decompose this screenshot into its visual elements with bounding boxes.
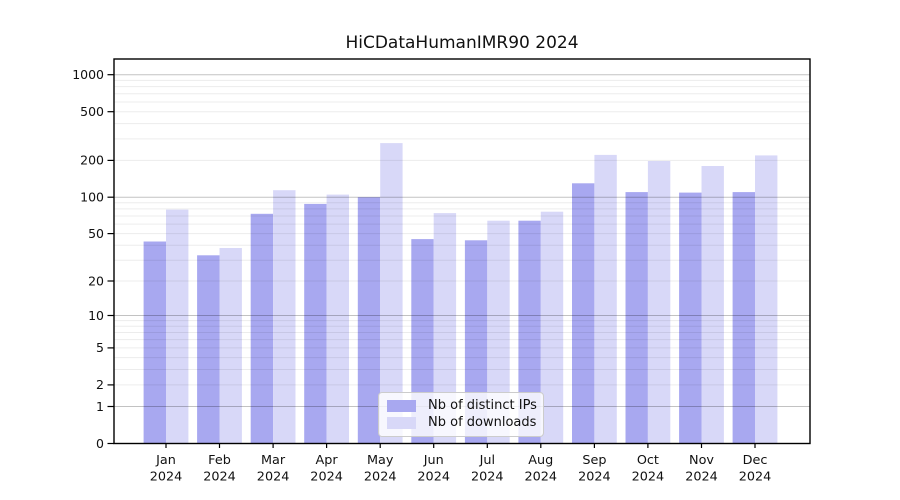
legend-swatch-downloads	[387, 417, 416, 429]
bar-nb-of-downloads-aug-2024	[540, 211, 564, 444]
bar-nb-of-downloads-feb-2024	[219, 248, 242, 444]
legend-swatch-distinct-ips	[387, 400, 416, 412]
bar-nb-of-downloads-apr-2024	[326, 194, 349, 444]
bar-nb-of-distinct-ips-apr-2024	[304, 203, 327, 444]
bar-nb-of-distinct-ips-aug-2024	[518, 220, 541, 444]
y-tick-label-1: 1	[96, 399, 104, 414]
y-tick-label-20: 20	[88, 273, 104, 288]
x-tick-label-jul-2024: Jul 2024	[471, 453, 504, 485]
bar-nb-of-distinct-ips-jan-2024	[143, 241, 166, 444]
x-tick-label-jan-2024: Jan 2024	[150, 453, 183, 485]
bar-nb-of-downloads-dec-2024	[755, 155, 778, 444]
bar-nb-of-downloads-oct-2024	[647, 161, 671, 444]
gridlines-group	[114, 74, 810, 407]
plot-border	[113, 58, 811, 445]
x-axis-group: Jan 2024 Feb 2024 Mar 2024 Apr 2024 May 2024 Jun 20…	[150, 443, 772, 485]
y-tick-label-50: 50	[88, 226, 104, 241]
bar-nb-of-downloads-may-2024	[380, 143, 403, 444]
y-tick-label-1000: 1000	[72, 67, 104, 82]
y-tick-label-500: 500	[80, 104, 104, 119]
bar-nb-of-distinct-ips-nov-2024	[679, 192, 702, 444]
chart-title: HiCDataHumanIMR90 2024	[345, 33, 579, 53]
y-tick-label-200: 200	[80, 153, 104, 168]
x-tick-label-oct-2024: Oct 2024	[632, 453, 665, 485]
x-tick-label-apr-2024: Apr 2024	[310, 453, 343, 485]
y-tick-label-10: 10	[88, 308, 104, 323]
x-tick-label-may-2024: May 2024	[364, 453, 397, 485]
legend: Nb of distinct IPs Nb of downloads	[378, 392, 544, 437]
bar-nb-of-distinct-ips-dec-2024	[732, 192, 755, 444]
legend-item-distinct-ips: Nb of distinct IPs	[387, 398, 537, 414]
legend-item-downloads: Nb of downloads	[387, 415, 537, 431]
bar-nb-of-downloads-jul-2024	[487, 220, 510, 444]
bar-nb-of-downloads-sep-2024	[594, 154, 617, 444]
x-tick-label-nov-2024: Nov 2024	[685, 453, 718, 485]
x-tick-label-dec-2024: Dec 2024	[739, 453, 772, 485]
bar-nb-of-distinct-ips-sep-2024	[572, 183, 595, 444]
bar-nb-of-downloads-mar-2024	[273, 190, 296, 444]
bar-nb-of-distinct-ips-mar-2024	[250, 213, 274, 444]
x-tick-label-feb-2024: Feb 2024	[203, 453, 236, 485]
x-tick-label-mar-2024: Mar 2024	[257, 453, 290, 485]
legend-label-downloads: Nb of downloads	[428, 415, 537, 430]
legend-label-distinct-ips: Nb of distinct IPs	[428, 398, 537, 413]
y-tick-label-2: 2	[96, 377, 104, 392]
bar-nb-of-downloads-jan-2024	[166, 209, 189, 444]
bar-nb-of-distinct-ips-may-2024	[357, 197, 381, 444]
x-tick-label-jun-2024: Jun 2024	[417, 453, 450, 485]
bar-nb-of-distinct-ips-oct-2024	[625, 192, 648, 444]
y-tick-label-100: 100	[80, 190, 104, 205]
bar-nb-of-downloads-nov-2024	[701, 166, 724, 444]
bar-nb-of-downloads-jun-2024	[433, 213, 457, 444]
x-tick-label-aug-2024: Aug 2024	[525, 453, 558, 485]
x-tick-label-sep-2024: Sep 2024	[578, 453, 611, 485]
bar-nb-of-distinct-ips-feb-2024	[197, 255, 220, 444]
y-tick-label-0: 0	[96, 436, 104, 451]
y-tick-label-5: 5	[96, 340, 104, 355]
